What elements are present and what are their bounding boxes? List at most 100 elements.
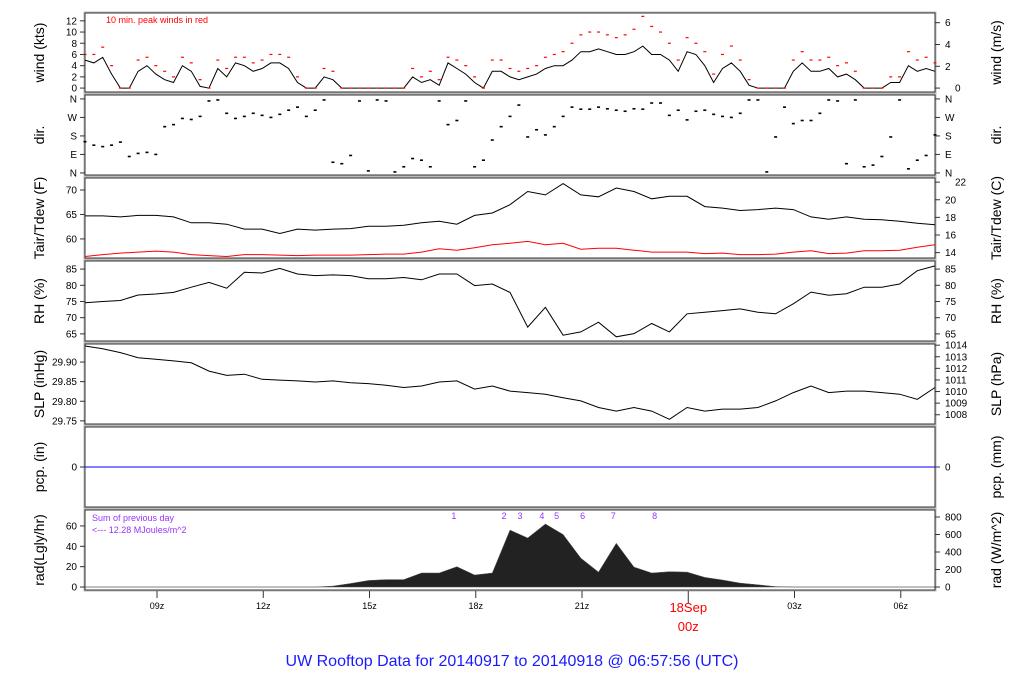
humidity-ylabel-left: RH (%): [31, 278, 47, 324]
temperature-frame: [84, 177, 936, 259]
direction-point: [473, 165, 477, 168]
temperature-panel: 60 65 70 14 16 18 20 22 Tair/Tdew (F) Tair/Tdew (…: [31, 176, 1004, 260]
humidity-panel: 65 70 75 80 85 65 70 75 80 85 RH (%) RH (%): [31, 259, 1004, 343]
direction-point: [331, 161, 335, 164]
direction-point: [659, 102, 663, 104]
direction-point: [676, 109, 680, 112]
y-tick-label-right: E: [945, 150, 952, 161]
direction-point: [145, 151, 149, 154]
direction-point: [685, 119, 689, 121]
direction-point: [296, 106, 299, 108]
direction-point: [526, 136, 530, 138]
hour-mark: 5: [554, 511, 559, 521]
direction-point: [437, 100, 441, 102]
direction-point: [694, 110, 698, 113]
x-tick-label: 15z: [362, 601, 377, 611]
direction-point: [800, 119, 804, 122]
direction-point: [623, 110, 627, 113]
pressure-series-0-line: [84, 345, 936, 420]
y-tick-label-right: 1012: [945, 364, 968, 375]
hour-mark: 8: [652, 511, 657, 521]
direction-point: [641, 108, 645, 110]
direction-point: [189, 118, 193, 121]
pressure-panel: 29.75 29.80 29.85 29.90 10081009101010111012…: [31, 341, 1004, 428]
y-tick-label-right: 22: [955, 178, 967, 189]
direction-point: [198, 115, 202, 118]
wind-series-0-line: [84, 45, 936, 89]
direction-point: [207, 100, 211, 102]
y-tick-label-right: 70: [945, 313, 957, 324]
direction-point: [304, 115, 308, 118]
radiation-area: [84, 523, 936, 588]
y-tick-label-right: 1009: [945, 399, 968, 410]
radiation-frame-outer: [83, 508, 937, 592]
radiation-sum-label: Sum of previous day: [92, 513, 175, 523]
y-tick-label-right: 85: [945, 265, 957, 276]
direction-point: [729, 116, 733, 119]
hour-mark: 1: [451, 511, 456, 521]
direction-point: [667, 114, 671, 117]
direction-point: [774, 136, 778, 138]
x-tick-label: 21z: [575, 601, 590, 611]
y-tick-label-right: 6: [945, 18, 951, 29]
peak-wind-note: 10 min. peak winds in red: [106, 15, 208, 25]
direction-point: [880, 155, 884, 158]
hour-mark: 6: [580, 511, 585, 521]
y-tick-label-right: 20: [945, 195, 957, 206]
y-tick-label-left: 80: [66, 281, 78, 292]
direction-point: [836, 100, 840, 102]
direction-point: [614, 109, 618, 112]
y-tick-label-right: N: [945, 94, 952, 105]
direction-point: [464, 100, 468, 102]
direction-frame: [84, 94, 936, 176]
y-tick-label-right: 80: [945, 281, 957, 292]
direction-point: [375, 99, 379, 101]
direction-point: [756, 99, 760, 101]
y-tick-label-left: 29.85: [52, 377, 77, 388]
x-axis: 09z 12z 15z 18z 21z 18Sep 00z 03z 06z: [150, 591, 909, 634]
direction-point: [172, 123, 176, 126]
precipitation-ylabel-right: pcp. (mm): [988, 436, 1004, 499]
humidity-frame: [84, 260, 936, 342]
pressure-ylabel-right: SLP (hPa): [988, 352, 1004, 416]
direction-point: [278, 113, 282, 116]
y-tick-label-right: 400: [945, 548, 962, 559]
y-tick-label-right: 75: [945, 297, 957, 308]
temperature-series-1-line: [84, 240, 936, 258]
direction-point: [898, 99, 902, 101]
direction-point: [906, 168, 910, 170]
direction-point: [481, 159, 485, 161]
y-tick-label-right: 1014: [945, 341, 968, 352]
y-tick-label-left: 8: [71, 39, 77, 50]
temperature-ylabel-left: Tair/Tdew (F): [31, 177, 47, 259]
direction-point: [402, 165, 406, 168]
direction-point: [154, 153, 158, 156]
temperature-ylabel-right: Tair/Tdew (C): [988, 176, 1004, 260]
precipitation-ylabel-left: pcp. (in): [31, 442, 47, 493]
direction-point: [889, 136, 893, 138]
direction-point: [340, 162, 344, 165]
direction-point: [269, 116, 273, 119]
direction-point: [322, 99, 326, 101]
y-tick-label-right: 0: [945, 463, 951, 474]
direction-point: [517, 104, 521, 106]
direction-point: [313, 109, 317, 112]
direction-point: [853, 99, 857, 101]
direction-ylabel-right: dir.: [988, 126, 1004, 145]
x-tick-label: 09z: [150, 601, 165, 611]
direction-point: [738, 112, 742, 115]
y-tick-label-left: N: [70, 94, 77, 105]
direction-point: [411, 157, 415, 160]
direction-point: [561, 115, 565, 118]
direction-point: [357, 100, 361, 102]
direction-point: [234, 117, 238, 120]
y-tick-label-right: N: [945, 168, 952, 179]
direction-point: [791, 122, 795, 125]
direction-point: [543, 134, 547, 136]
direction-point: [92, 144, 96, 146]
y-tick-label-right: 600: [945, 530, 962, 541]
y-tick-label-left: 12: [66, 16, 78, 27]
direction-point: [809, 119, 813, 122]
y-tick-label-right: S: [945, 131, 952, 142]
